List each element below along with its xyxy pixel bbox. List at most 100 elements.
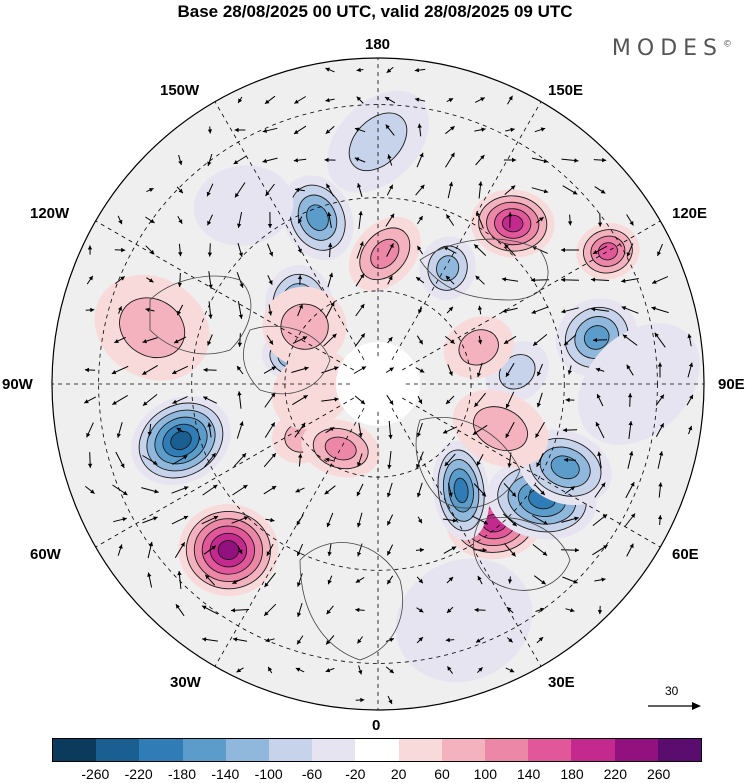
colorbar-segment [485, 739, 529, 761]
anomaly-contour-line [437, 449, 485, 532]
wind-vector [414, 97, 426, 102]
colorbar-tick-label: 260 [646, 766, 671, 782]
wind-vector [445, 214, 455, 226]
map-boundary [51, 57, 705, 711]
wind-vector [355, 576, 365, 584]
wind-vector [233, 155, 247, 165]
wind-vector [592, 337, 608, 343]
wind-vector [354, 395, 366, 405]
anomaly-contour-line [312, 427, 369, 470]
wind-vector [534, 484, 546, 496]
anomaly-contour-line [324, 436, 357, 461]
wind-vector [207, 153, 213, 167]
wind-vector [536, 216, 544, 224]
wind-vector [536, 452, 544, 468]
reference-vector-label: 30 [665, 684, 679, 698]
wind-vector [591, 307, 609, 312]
wind-vector [325, 98, 335, 103]
colorbar-tick-label: 140 [516, 766, 541, 782]
wind-vector [504, 185, 516, 195]
latitude-circle [191, 197, 565, 571]
wind-vector [232, 637, 248, 642]
wind-vector [141, 487, 159, 494]
wind-vector [325, 67, 335, 73]
wind-vector [626, 243, 634, 257]
wind-vector [560, 277, 580, 282]
anomaly-contour-line [209, 532, 248, 568]
wind-vector [507, 95, 513, 105]
wind-vector [356, 241, 364, 259]
wind-vector [294, 422, 306, 438]
wind-vector [142, 337, 158, 344]
wind-vector [477, 305, 483, 315]
wind-vector [237, 333, 242, 347]
wind-vector [236, 421, 244, 439]
colorbar-segment [225, 739, 270, 761]
wind-vector [204, 574, 216, 586]
wind-vector [385, 367, 395, 373]
wind-vector [263, 485, 277, 495]
anomaly-contour-line [501, 214, 524, 233]
wind-vector [147, 572, 153, 588]
wind-vector [325, 667, 335, 673]
wind-vector [561, 247, 579, 253]
wind-vector [416, 451, 424, 469]
wind-vector [207, 243, 213, 257]
wind-vector [326, 605, 334, 615]
wind-vector [355, 303, 365, 317]
wind-vector [503, 335, 517, 345]
wind-vector [560, 548, 580, 553]
wind-vector [502, 307, 518, 313]
colorbar-tick-label: -20 [345, 766, 366, 782]
pole-area [336, 342, 420, 426]
meridian-line [95, 397, 354, 548]
wind-vector [208, 301, 213, 319]
wind-vector [142, 364, 158, 376]
wind-vector [265, 517, 275, 523]
wind-vector [207, 214, 213, 226]
anomaly-center [518, 429, 612, 506]
wind-vector [231, 516, 249, 524]
wind-vector [111, 365, 129, 375]
colorbar-tick-label: -100 [254, 766, 283, 782]
wind-vector [177, 215, 183, 225]
wind-vector [444, 453, 456, 467]
wind-vector [385, 124, 395, 136]
wind-vector [477, 667, 483, 673]
wind-vector [264, 95, 276, 105]
wind-vector [476, 362, 483, 378]
wind-vector [267, 211, 273, 229]
wind-vector [233, 452, 247, 468]
wind-vector [265, 638, 275, 643]
wind-vector [594, 186, 606, 194]
wind-vector [443, 546, 457, 554]
wind-vector [445, 395, 455, 405]
wind-vector [386, 243, 394, 257]
wind-vector [473, 244, 487, 256]
wind-vector [657, 362, 663, 378]
anomaly-contour-line [448, 468, 474, 513]
wind-vector [296, 514, 304, 526]
wind-vector [445, 125, 455, 135]
wind-vector [505, 127, 515, 132]
colorbar-segment [355, 739, 399, 761]
wind-vector [83, 396, 97, 404]
wind-vector [174, 542, 186, 558]
meridian-line [391, 408, 542, 667]
wind-vector [356, 512, 363, 528]
wind-vector [504, 543, 516, 557]
anomaly-contour-fill [598, 242, 618, 260]
wind-vector [386, 575, 394, 585]
wind-vector [262, 157, 278, 164]
anomaly-contour-fill [325, 437, 357, 460]
wind-vector [147, 423, 152, 437]
colorbar-tick-label: -60 [301, 766, 323, 782]
wind-vector [207, 334, 213, 346]
wind-vector [442, 426, 458, 434]
wind-vector [627, 393, 633, 407]
wind-vector [202, 637, 218, 642]
wind-vector [446, 666, 454, 674]
wind-vector [415, 547, 425, 553]
wind-vector [473, 547, 487, 553]
wind-vector [415, 367, 425, 373]
